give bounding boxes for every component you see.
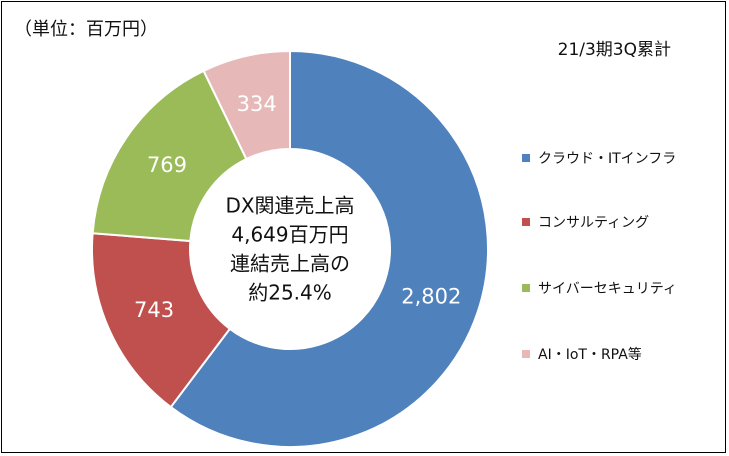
center-text-line: 約25.4%	[248, 281, 332, 305]
value-label-consulting: 743	[134, 298, 174, 322]
value-label-ai: 334	[237, 92, 277, 116]
center-text-line: 連結売上高の	[230, 252, 350, 276]
legend-label-cloud: クラウド・ITインフラ	[538, 151, 677, 167]
slice-ai	[202, 49, 291, 161]
legend-label-security: サイバーセキュリティ	[538, 281, 677, 297]
legend: クラウド・ITインフラ コンサルティング サイバーセキュリティ AI・IoT・R…	[522, 0, 722, 456]
slice-security	[91, 69, 248, 243]
legend-label-ai: AI・IoT・RPA等	[538, 347, 642, 363]
legend-swatch-ai	[522, 350, 530, 358]
unit-label: （単位：百万円）	[14, 19, 158, 40]
center-text-line: 4,649百万円	[231, 223, 348, 247]
legend-item-ai: AI・IoT・RPA等	[522, 344, 642, 364]
legend-item-security: サイバーセキュリティ	[522, 278, 677, 298]
legend-swatch-cloud	[522, 154, 530, 162]
legend-item-cloud: クラウド・ITインフラ	[522, 148, 676, 168]
slice-cloud	[169, 49, 489, 448]
period-label: 21/3期3Q累計	[557, 40, 671, 60]
center-text-line: DX関連売上高	[225, 194, 354, 218]
value-label-cloud: 2,802	[401, 284, 461, 308]
legend-item-consulting: コンサルティング	[522, 212, 649, 232]
legend-label-consulting: コンサルティング	[538, 215, 650, 231]
legend-swatch-security	[522, 284, 530, 292]
legend-swatch-consulting	[522, 218, 530, 226]
value-label-security: 769	[147, 153, 187, 177]
